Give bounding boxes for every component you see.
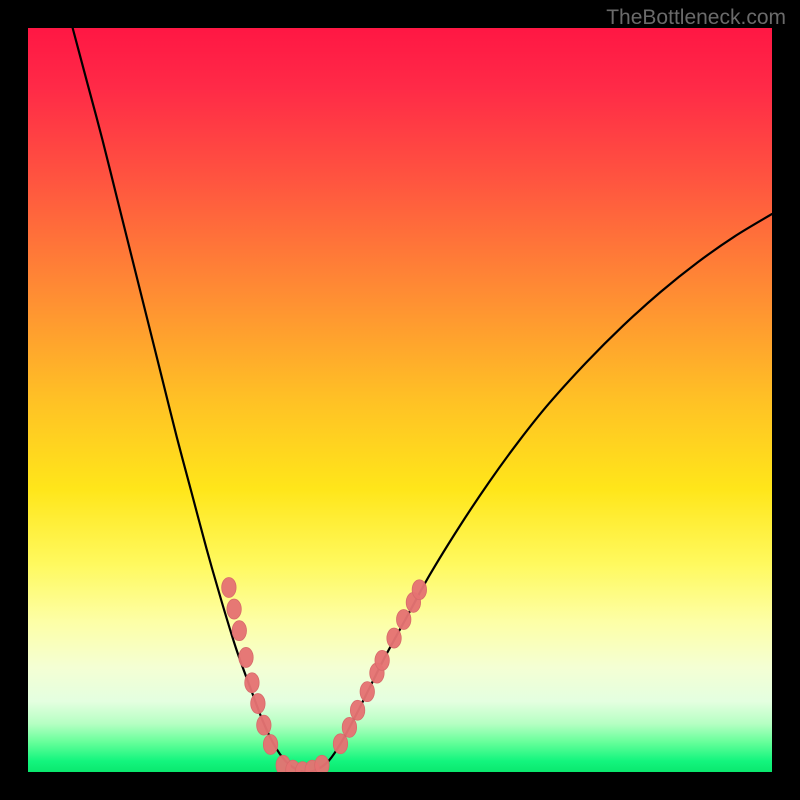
plot-background	[28, 28, 772, 772]
data-marker	[333, 734, 347, 754]
data-marker	[375, 650, 389, 670]
data-marker	[342, 717, 356, 737]
data-marker	[360, 682, 374, 702]
data-marker	[257, 715, 271, 735]
data-marker	[245, 673, 259, 693]
data-marker	[350, 700, 364, 720]
data-marker	[412, 580, 426, 600]
bottleneck-chart	[0, 0, 800, 800]
data-marker	[222, 577, 236, 597]
data-marker	[232, 621, 246, 641]
data-marker	[387, 628, 401, 648]
data-marker	[251, 694, 265, 714]
data-marker	[239, 647, 253, 667]
data-marker	[263, 734, 277, 754]
data-marker	[227, 599, 241, 619]
watermark: TheBottleneck.com	[606, 6, 786, 30]
data-marker	[397, 609, 411, 629]
